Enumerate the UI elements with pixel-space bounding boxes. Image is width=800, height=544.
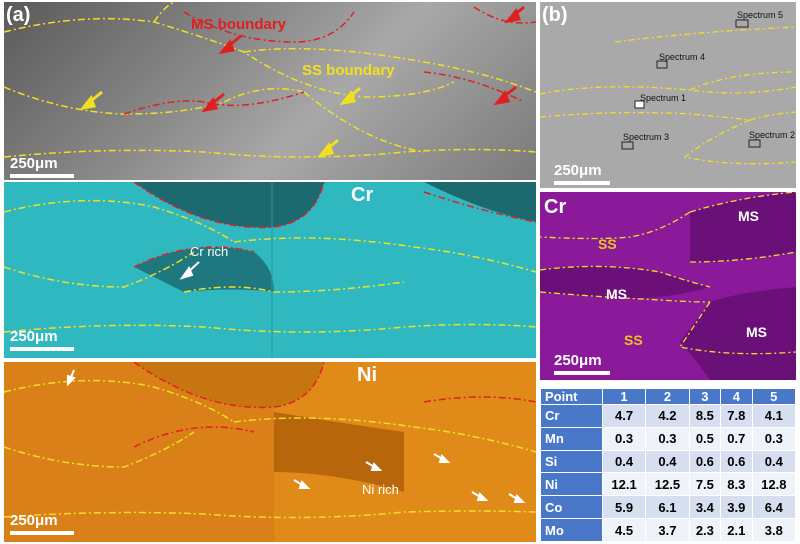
table-cell: 6.1 [645,495,690,520]
table-cell: 4.5 [601,518,647,542]
scale-bar-label: 250μm [554,352,602,369]
table-cell: 4.7 [601,404,647,428]
panel-b-label: (b) [542,4,568,26]
boundary-overlay-se [4,2,536,158]
scale-bar-line [10,174,74,178]
table-row: Ni 12.1 12.5 7.5 8.3 12.8 [540,472,797,497]
table-row: Si 0.4 0.4 0.6 0.6 0.4 [540,449,797,474]
row-element: Cr [540,404,603,428]
table-row: Co 5.9 6.1 3.4 3.9 6.4 [540,495,797,520]
table-row: Mo 4.5 3.7 2.3 2.1 3.8 [540,518,797,542]
row-element: Co [540,495,603,520]
table-cell: 2.3 [688,518,722,542]
table-cell: 0.5 [688,426,722,451]
ni-rich-label: Ni rich [362,482,399,497]
table-cell: 3.9 [720,495,753,520]
table-cell: 0.6 [720,449,753,474]
table-row: Mn 0.3 0.3 0.5 0.7 0.3 [540,426,797,451]
cr-map-panel-a: Cr Cr rich 250μm [4,182,536,358]
cr-map-regions [4,182,536,358]
table-cell: 0.3 [751,426,797,451]
scale-bar-line [554,181,610,185]
scale-bar-label: 250μm [10,328,58,345]
table-header-cell: 4 [720,388,753,405]
table-cell: 12.1 [601,472,647,497]
scale-bar-ni-a: 250μm [10,512,74,535]
cr-element-label-b: Cr [544,196,567,218]
table-cell: 8.5 [688,404,722,428]
table-cell: 0.4 [645,449,690,474]
spectrum-1-label: Spectrum 1 [640,93,687,103]
scale-bar-line [554,371,610,375]
ni-map-regions [4,362,536,542]
table-cell: 3.7 [645,518,690,542]
cr-rich-label: Cr rich [190,244,229,259]
table-cell: 8.3 [720,472,753,497]
table-cell: 2.1 [720,518,753,542]
spectrum-3-label: Spectrum 3 [623,132,670,142]
ni-map-panel-a: Ni Ni rich 250μm [4,362,536,542]
row-element: Mo [540,518,603,542]
table-header-cell: 2 [645,388,690,405]
spectrum-5-label: Spectrum 5 [737,10,784,20]
scale-bar-se-a: 250μm [10,155,74,178]
table-cell: 7.5 [688,472,722,497]
table-row: Cr 4.7 4.2 8.5 7.8 4.1 [540,404,797,428]
ss-arrows [79,86,361,158]
region-ms-2: MS [606,286,627,302]
table-cell: 0.4 [751,449,797,474]
spectrum-2-label: Spectrum 2 [749,130,796,140]
ss-boundary-label: SS boundary [302,62,395,79]
table-cell: 7.8 [720,404,753,428]
ms-boundary-label: MS boundary [191,16,287,33]
scale-bar-cr-a: 250μm [10,328,74,351]
table-cell: 0.4 [601,449,647,474]
table-cell: 12.8 [751,472,797,497]
cr-element-label: Cr [351,184,374,206]
table-cell: 4.2 [645,404,690,428]
scale-bar-label: 250μm [554,162,602,179]
table-cell: 3.4 [688,495,722,520]
table-header-cell: 3 [688,388,722,405]
scale-bar-cr-b: 250μm [554,352,610,375]
table-cell: 0.3 [601,426,647,451]
cr-rich-arrow [179,261,200,280]
region-ms-1: MS [738,208,759,224]
table-cell: 4.1 [751,404,797,428]
boundary-overlay-b [540,19,796,165]
table-cell: 0.6 [688,449,722,474]
table-header-cell: Point [540,388,603,405]
row-element: Ni [540,472,603,497]
cr-map-panel-b: Cr MS SS MS SS MS 250μm [540,192,796,380]
table-cell: 3.8 [751,518,797,542]
se-image-panel-a: (a) MS boundary SS boundary 250μm [4,2,536,180]
table-header-row: Point 1 2 3 4 5 [540,388,797,405]
table-cell: 0.7 [720,426,753,451]
row-element: Mn [540,426,603,451]
scale-bar-line [10,347,74,351]
scale-bar-se-b: 250μm [554,162,610,185]
region-ss-2: SS [624,332,643,348]
spectrum-4-label: Spectrum 4 [659,52,706,62]
cr-map-regions-b [540,192,796,380]
table-cell: 12.5 [645,472,690,497]
table-header-cell: 5 [751,388,797,405]
table-header-cell: 1 [601,388,647,405]
panel-a-label: (a) [6,4,31,26]
table-cell: 6.4 [751,495,797,520]
ni-element-label: Ni [357,364,377,386]
region-ss-1: SS [598,236,617,252]
ms-arrows [201,5,525,113]
scale-bar-label: 250μm [10,155,58,172]
row-element: Si [540,449,603,474]
ni-arrows [67,369,526,503]
scale-bar-line [10,531,74,535]
table-cell: 0.3 [645,426,690,451]
scale-bar-label: 250μm [10,512,58,529]
region-ms-3: MS [746,324,767,340]
se-image-panel-b: (b) Spectrum 5 Spectrum 4 Spectrum 1 Spe… [540,2,796,188]
composition-table: Point 1 2 3 4 5 Cr 4.7 4.2 8.5 7.8 4.1 M… [540,388,797,542]
table-cell: 5.9 [601,495,647,520]
